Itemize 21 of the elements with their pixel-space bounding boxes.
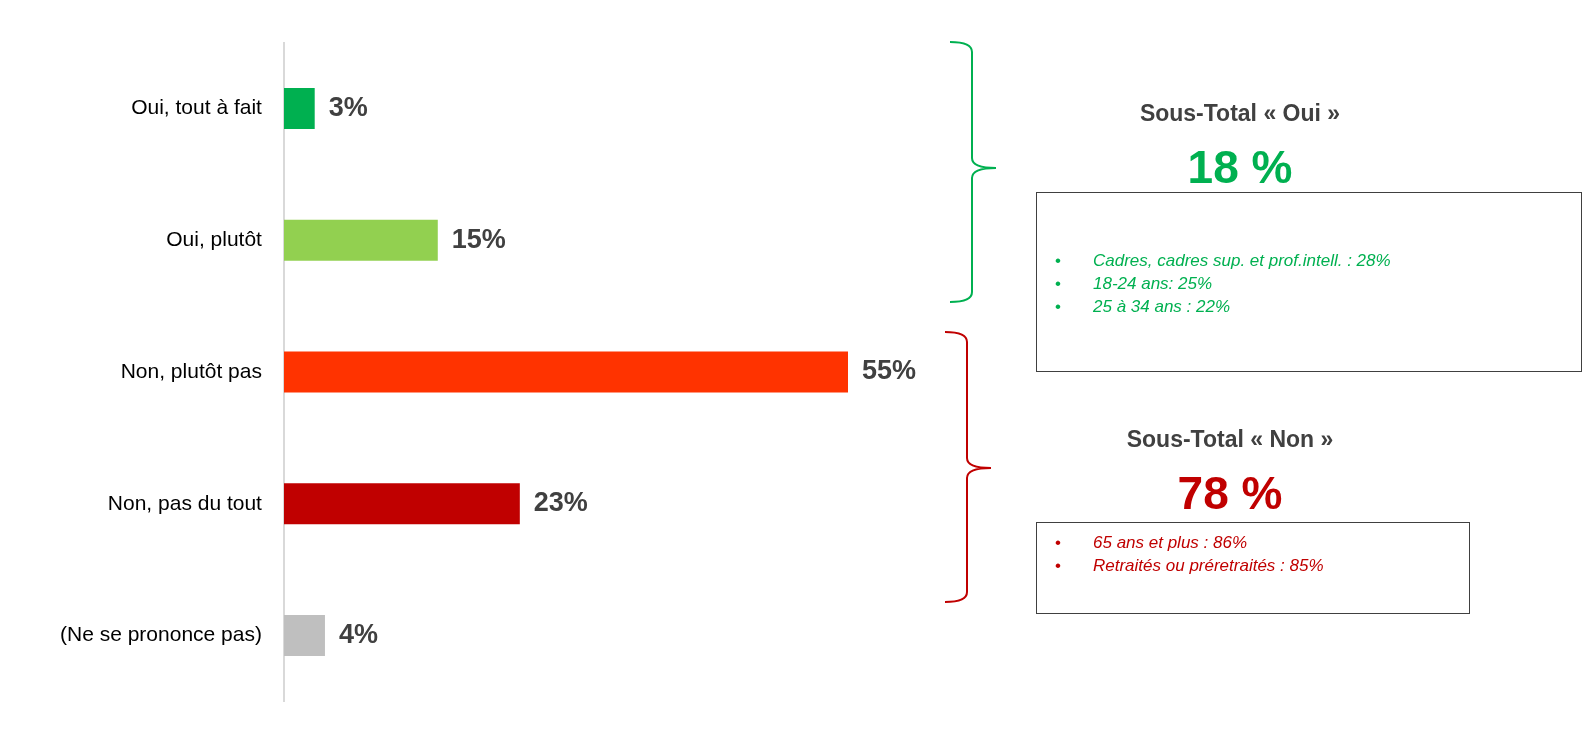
bar	[283, 615, 325, 656]
y-tick-label: Oui, plutôt	[166, 227, 263, 251]
bar	[283, 219, 438, 261]
bar	[283, 483, 520, 525]
bar	[283, 88, 315, 129]
text: 78 %	[1176, 466, 1284, 520]
outlined-box: • Cadres, cadres sup. et prof.intell. : 28% • 18-24 ans: 25% • 25 à 34 ans : 22%	[1036, 192, 1582, 372]
bar	[283, 351, 848, 393]
y-tick-label: Non, plutôt pas	[120, 358, 262, 382]
text: Sous-Total « Non »	[1125, 426, 1335, 453]
data-label: 23%	[533, 487, 588, 518]
text: Sous-Total « Oui »	[1138, 100, 1342, 127]
y-tick-label: (Ne se prononce pas)	[59, 622, 262, 646]
y-tick-label: Oui, tout à fait	[131, 95, 263, 119]
y-tick-label: Non, pas du tout	[107, 490, 263, 514]
data-label: 15%	[451, 223, 506, 254]
data-label: 4%	[338, 618, 378, 649]
text: 18 %	[1186, 140, 1294, 194]
outlined-box: • 65 ans et plus : 86% • Retraités ou préretraités : 85%	[1036, 522, 1470, 614]
data-label: 3%	[328, 91, 368, 122]
data-label: 55%	[862, 355, 917, 386]
